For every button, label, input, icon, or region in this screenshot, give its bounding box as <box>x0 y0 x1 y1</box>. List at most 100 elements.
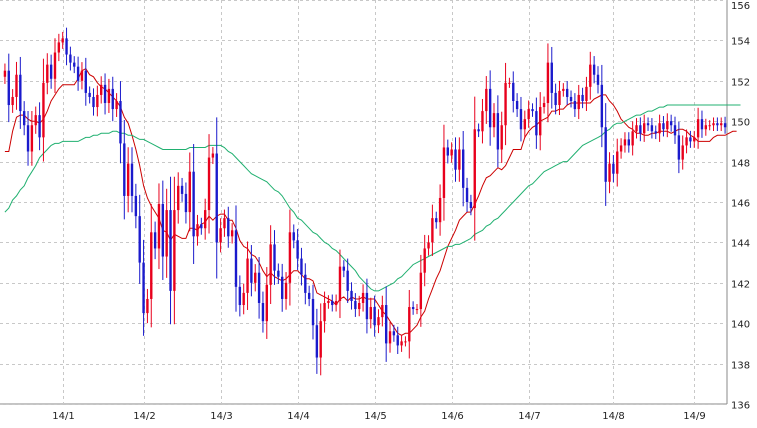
candle-up <box>246 258 249 293</box>
candle-down <box>281 276 284 299</box>
candle-up <box>542 103 546 108</box>
candle-up <box>708 125 711 127</box>
candle-down <box>716 123 719 126</box>
candle-up <box>539 107 542 136</box>
candle-up <box>358 303 361 310</box>
candle-up <box>666 121 669 130</box>
candle-up <box>30 125 34 152</box>
candle-up <box>377 317 380 326</box>
candle-down <box>604 127 607 182</box>
candle-down <box>142 262 145 314</box>
candle-down <box>646 123 650 126</box>
x-tick-labels: 14/1 14/2 14/3 14/4 14/5 14/6 14/7 14/8 14/9 <box>52 411 705 422</box>
candle-up <box>165 210 168 257</box>
candle-down <box>592 64 596 75</box>
candle-down <box>612 163 615 174</box>
candle-down <box>596 74 600 85</box>
candle-up <box>619 145 623 152</box>
candle-up <box>431 218 434 243</box>
candle-down <box>350 290 353 301</box>
candle-down <box>49 64 53 79</box>
candle-up <box>115 101 118 110</box>
candlestick-layer <box>3 27 727 376</box>
candle-up <box>211 153 215 158</box>
candle-up <box>323 303 326 322</box>
candle-up <box>523 119 527 130</box>
candle-down <box>396 335 399 346</box>
candle-down <box>92 96 95 108</box>
candle-up <box>177 185 180 211</box>
y-tick-label: 148 <box>731 159 750 170</box>
candle-up <box>720 123 723 126</box>
candle-down <box>689 137 692 142</box>
candle-down <box>654 131 657 134</box>
candle-up <box>400 341 403 346</box>
candle-up <box>61 38 64 43</box>
candle-up <box>150 232 153 299</box>
candle-up <box>334 300 338 306</box>
candle-up <box>219 228 222 243</box>
candle-up <box>558 90 561 106</box>
candle-up <box>126 163 130 196</box>
candle-up <box>327 300 330 303</box>
candle-down <box>573 101 577 110</box>
candle-up <box>442 147 446 198</box>
candle-down <box>365 292 369 320</box>
candle-up <box>608 163 611 182</box>
candle-up <box>80 70 84 81</box>
candle-down <box>130 163 134 196</box>
grid-layer <box>0 0 728 405</box>
candle-down <box>200 224 203 229</box>
candle-up <box>188 171 191 213</box>
candle-down <box>19 74 22 112</box>
candle-down <box>700 119 704 130</box>
candle-up <box>388 331 392 344</box>
candle-up <box>11 96 14 106</box>
candle-down <box>496 113 500 150</box>
candle-down <box>673 125 677 136</box>
candle-up <box>46 64 49 83</box>
candle-down <box>723 123 727 128</box>
candle-down <box>569 96 573 101</box>
candle-down <box>354 300 357 310</box>
candle-down <box>554 92 557 106</box>
candle-down <box>477 129 480 132</box>
candle-down <box>292 232 295 241</box>
x-tick-label: 14/1 <box>52 411 74 422</box>
candle-down <box>277 270 280 277</box>
candle-down <box>123 143 126 196</box>
candle-down <box>215 153 218 243</box>
candle-down <box>650 125 654 132</box>
candle-up <box>527 109 530 120</box>
candle-down <box>465 187 469 202</box>
candle-down <box>462 149 465 188</box>
candle-down <box>134 195 138 217</box>
candle-down <box>169 210 172 291</box>
candle-down <box>192 171 195 237</box>
candle-down <box>639 125 642 134</box>
candle-up <box>623 139 627 146</box>
candle-down <box>238 286 242 306</box>
candle-down <box>84 70 87 93</box>
candle-down <box>435 218 438 223</box>
candle-down <box>531 109 534 112</box>
candle-up <box>269 244 272 285</box>
candle-up <box>53 52 57 79</box>
candle-up <box>404 341 407 343</box>
candle-up <box>254 272 257 283</box>
candle-down <box>153 232 157 249</box>
candle-up <box>361 292 365 303</box>
candle-down <box>515 101 519 110</box>
candle-up <box>616 151 619 174</box>
candle-down <box>550 62 553 93</box>
candle-down <box>565 88 569 97</box>
candle-down <box>65 38 68 55</box>
candle-up <box>585 86 588 101</box>
candle-up <box>492 113 496 128</box>
candle-up <box>500 125 503 150</box>
candle-up <box>196 224 199 237</box>
candle-down <box>411 307 415 310</box>
candle-up <box>681 145 684 160</box>
candle-up <box>203 210 207 229</box>
candle-down <box>26 125 30 152</box>
